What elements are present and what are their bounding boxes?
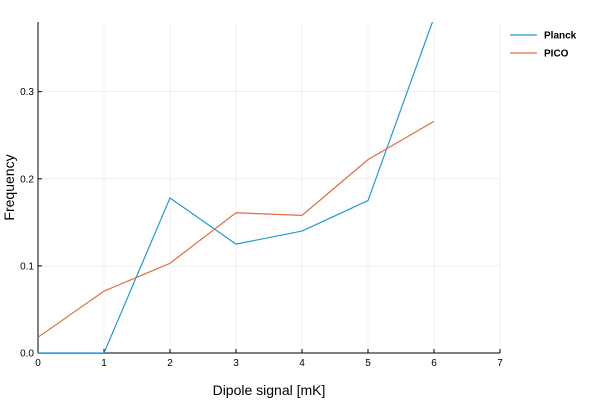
ticks: 0 1 2 3 4 5 6 7 0.0 0.1 0.2 0.3 [20, 87, 503, 369]
x-tick-label-4: 4 [299, 358, 305, 369]
axes [37, 22, 500, 354]
legend-label-planck: Planck [544, 31, 577, 42]
x-tick-label-5: 5 [365, 358, 371, 369]
y-tick-label-3: 0.3 [20, 87, 34, 98]
grid [37, 22, 501, 354]
x-tick-label-6: 6 [431, 358, 437, 369]
legend-label-pico: PICO [544, 49, 569, 60]
y-tick-label-2: 0.2 [20, 174, 34, 185]
x-tick-label-3: 3 [233, 358, 239, 369]
series-line-pico [38, 120, 435, 338]
x-tick-label-0: 0 [35, 358, 41, 369]
x-tick-label-2: 2 [167, 358, 173, 369]
legend: Planck PICO [510, 31, 577, 60]
series-line-planck [38, 22, 434, 353]
x-axis-title: Dipole signal [mK] [213, 382, 326, 398]
y-axis-title: Frequency [1, 154, 17, 220]
series-group [38, 22, 435, 353]
x-tick-label-7: 7 [497, 358, 503, 369]
x-tick-label-1: 1 [101, 358, 107, 369]
y-tick-label-1: 0.1 [20, 261, 34, 272]
y-tick-label-0: 0.0 [20, 349, 34, 360]
